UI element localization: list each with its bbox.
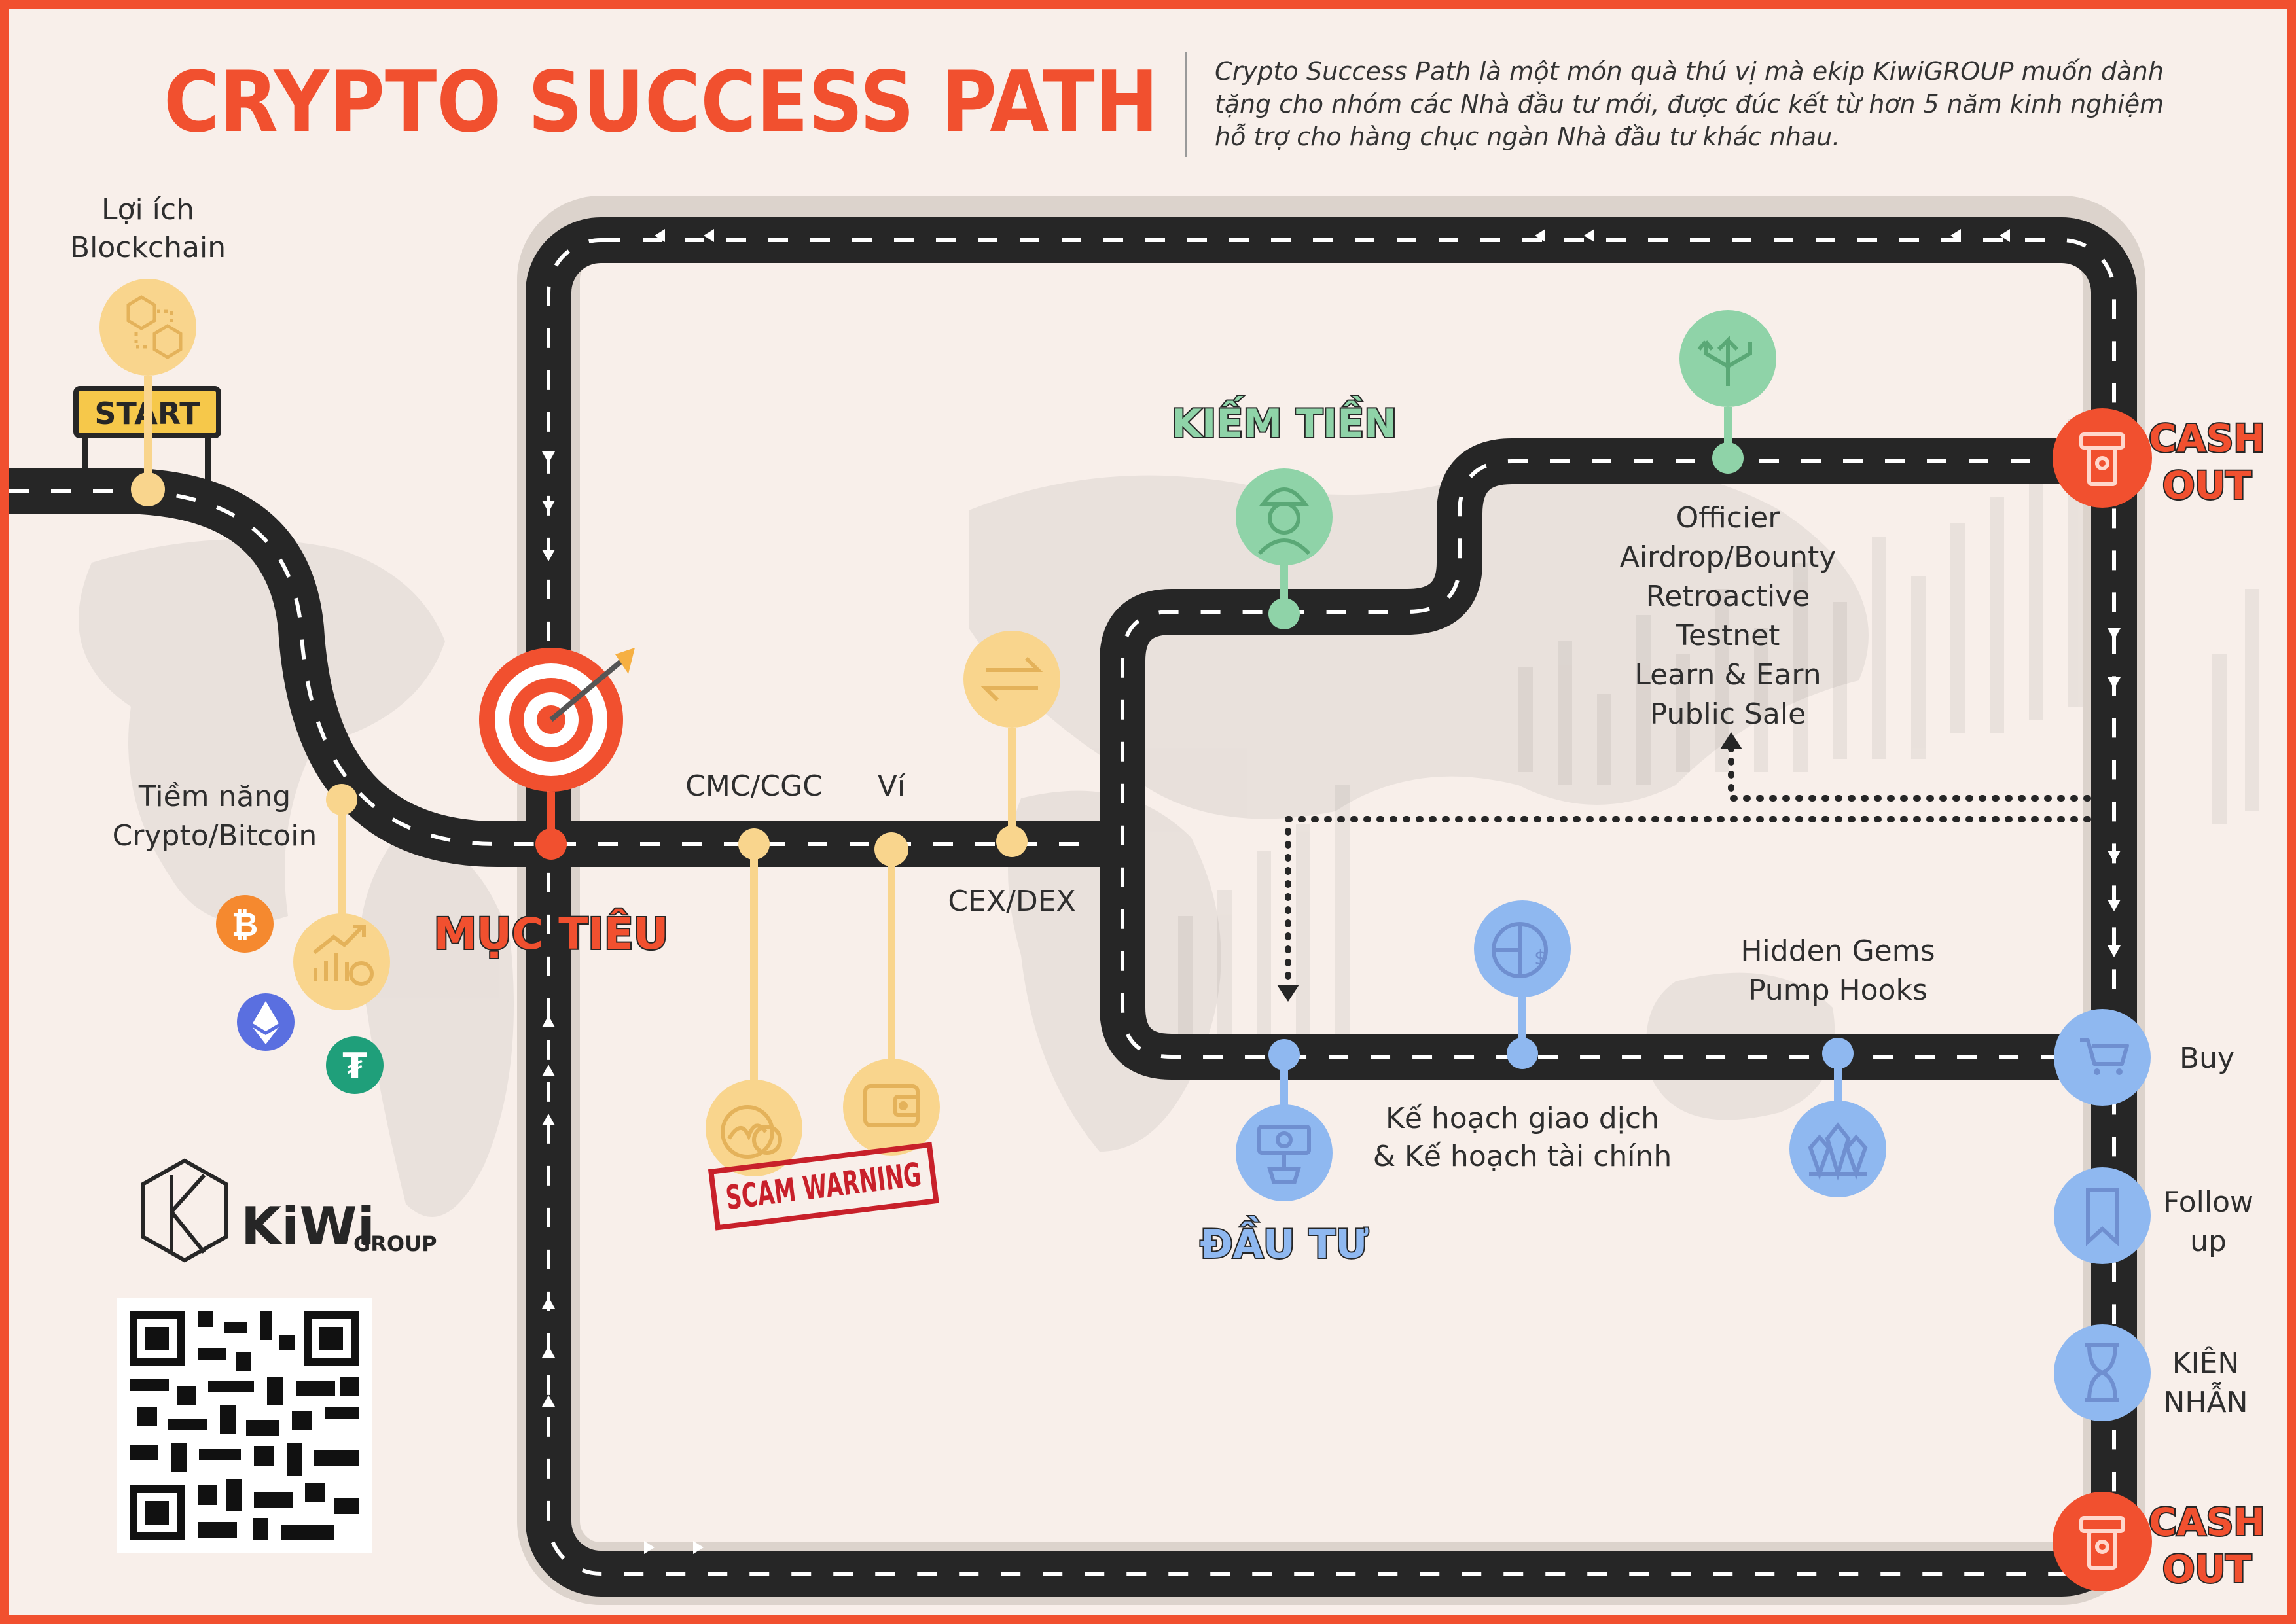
- brand-suffix: GROUP: [353, 1231, 437, 1256]
- earn-node: [1236, 468, 1333, 565]
- bitcoin-glyph: ₿: [232, 906, 259, 944]
- inner-road: [1100, 438, 2114, 1080]
- goal-pin: [535, 828, 567, 860]
- earn-method: Airdrop/Bounty: [1620, 540, 1837, 574]
- brand-name: KiWi: [241, 1196, 375, 1257]
- directions-pin: [1712, 442, 1744, 474]
- direction-arrows-icon: [1697, 335, 1752, 386]
- gems-label-2: Pump Hooks: [1748, 974, 1928, 1007]
- exchange-pin: [996, 826, 1028, 857]
- start-road: [9, 468, 548, 867]
- intro-line-2: tặng cho nhóm các Nhà đầu tư mới, được đ…: [1215, 90, 2164, 118]
- exchange-node: [963, 631, 1060, 728]
- bitcoin-icon: [216, 895, 274, 953]
- earn-methods-list: Officier Airdrop/Bounty Retroactive Test…: [1620, 501, 1837, 731]
- patience-label-2: NHẪN: [2163, 1381, 2248, 1419]
- hourglass-icon: [2085, 1343, 2119, 1402]
- blockchain-node: [99, 279, 196, 376]
- follow-label-1: Follow: [2163, 1186, 2253, 1219]
- target-icon: [479, 648, 635, 792]
- earn-method: Officier: [1676, 501, 1781, 535]
- road-arrows: [542, 229, 2121, 1554]
- tether-icon: [326, 1036, 384, 1094]
- kiwi-logo: KiWi GROUP: [141, 1158, 437, 1263]
- follow-label-2: up: [2190, 1225, 2227, 1258]
- gems-node: [1789, 1101, 1886, 1197]
- page-title: CRYPTO SUCCESS PATH: [164, 54, 1158, 151]
- chart-node: [293, 913, 390, 1010]
- earn-method: Testnet: [1676, 619, 1780, 652]
- ethereum-glyph: [253, 1001, 279, 1044]
- crystal-icon: [1808, 1122, 1868, 1181]
- buy-label: Buy: [2179, 1042, 2234, 1075]
- buy-node: [2054, 1009, 2151, 1106]
- outer-loop-dashes: [547, 238, 2116, 1576]
- earn-method: Retroactive: [1646, 580, 1810, 613]
- benefit-label-1: Lợi ích: [101, 193, 194, 226]
- plan-label-2: & Kế hoạch tài chính: [1373, 1140, 1672, 1173]
- earn-pin: [1268, 598, 1300, 629]
- cashout-top-label-2: OUT: [2162, 463, 2251, 508]
- goal-label: MỤC TIÊU: [434, 908, 669, 959]
- cubes-icon: [126, 295, 183, 359]
- cashout-bottom-label-2: OUT: [2162, 1547, 2251, 1591]
- plan-pin: [1507, 1038, 1538, 1069]
- start-pin: [131, 472, 165, 506]
- cashout-bottom-label-1: CASH: [2149, 1500, 2265, 1544]
- qr-code: [117, 1298, 372, 1553]
- potential-label-2: Crypto/Bitcoin: [113, 819, 317, 853]
- svg-text:$: $: [1534, 947, 1547, 970]
- dotted-connector: [1285, 743, 2091, 991]
- gems-label-1: Hidden Gems: [1740, 934, 1935, 968]
- dotted-arrowhead-down: [1277, 985, 1299, 1002]
- exchange-label: CEX/DEX: [948, 885, 1075, 918]
- earn-method: Public Sale: [1650, 697, 1806, 731]
- potential-label-1: Tiềm năng: [138, 780, 291, 813]
- wallet-icon: [863, 1084, 920, 1127]
- plan-node: [1474, 900, 1571, 997]
- pie-chart-icon: $: [1492, 922, 1548, 978]
- intro-line-3: hỗ trợ cho hàng chục ngàn Nhà đầu tư khá…: [1215, 122, 1840, 151]
- wallet-node: [843, 1059, 940, 1156]
- tether-glyph: ₮: [342, 1046, 367, 1087]
- follow-node: [2054, 1167, 2151, 1264]
- patience-label-1: KIÊN: [2172, 1345, 2240, 1380]
- exchange-arrows-icon: [980, 656, 1043, 702]
- worker-icon: [1257, 487, 1311, 556]
- plan-label-1: Kế hoạch giao dịch: [1386, 1102, 1659, 1135]
- bookmark-icon: [2086, 1188, 2119, 1246]
- money-plant-icon: [1257, 1125, 1311, 1184]
- coingecko-icon: [721, 1105, 782, 1159]
- atm-icon: [2079, 1516, 2125, 1570]
- wallet-label: Ví: [878, 769, 906, 803]
- growth-chart-icon: [313, 925, 374, 986]
- cmc-label: CMC/CGC: [685, 769, 823, 803]
- cashout-top-label-1: CASH: [2149, 416, 2265, 461]
- earn-method: Learn & Earn: [1634, 658, 1821, 692]
- atm-icon: [2079, 432, 2125, 486]
- earn-label: KIẾM TIỀN: [1172, 395, 1397, 447]
- invest-label: ĐẦU TƯ: [1200, 1216, 1368, 1267]
- benefit-label-2: Blockchain: [70, 231, 226, 264]
- intro-line-1: Crypto Success Path là một món quà thú v…: [1215, 57, 2164, 86]
- dotted-arrowhead-up: [1720, 732, 1742, 749]
